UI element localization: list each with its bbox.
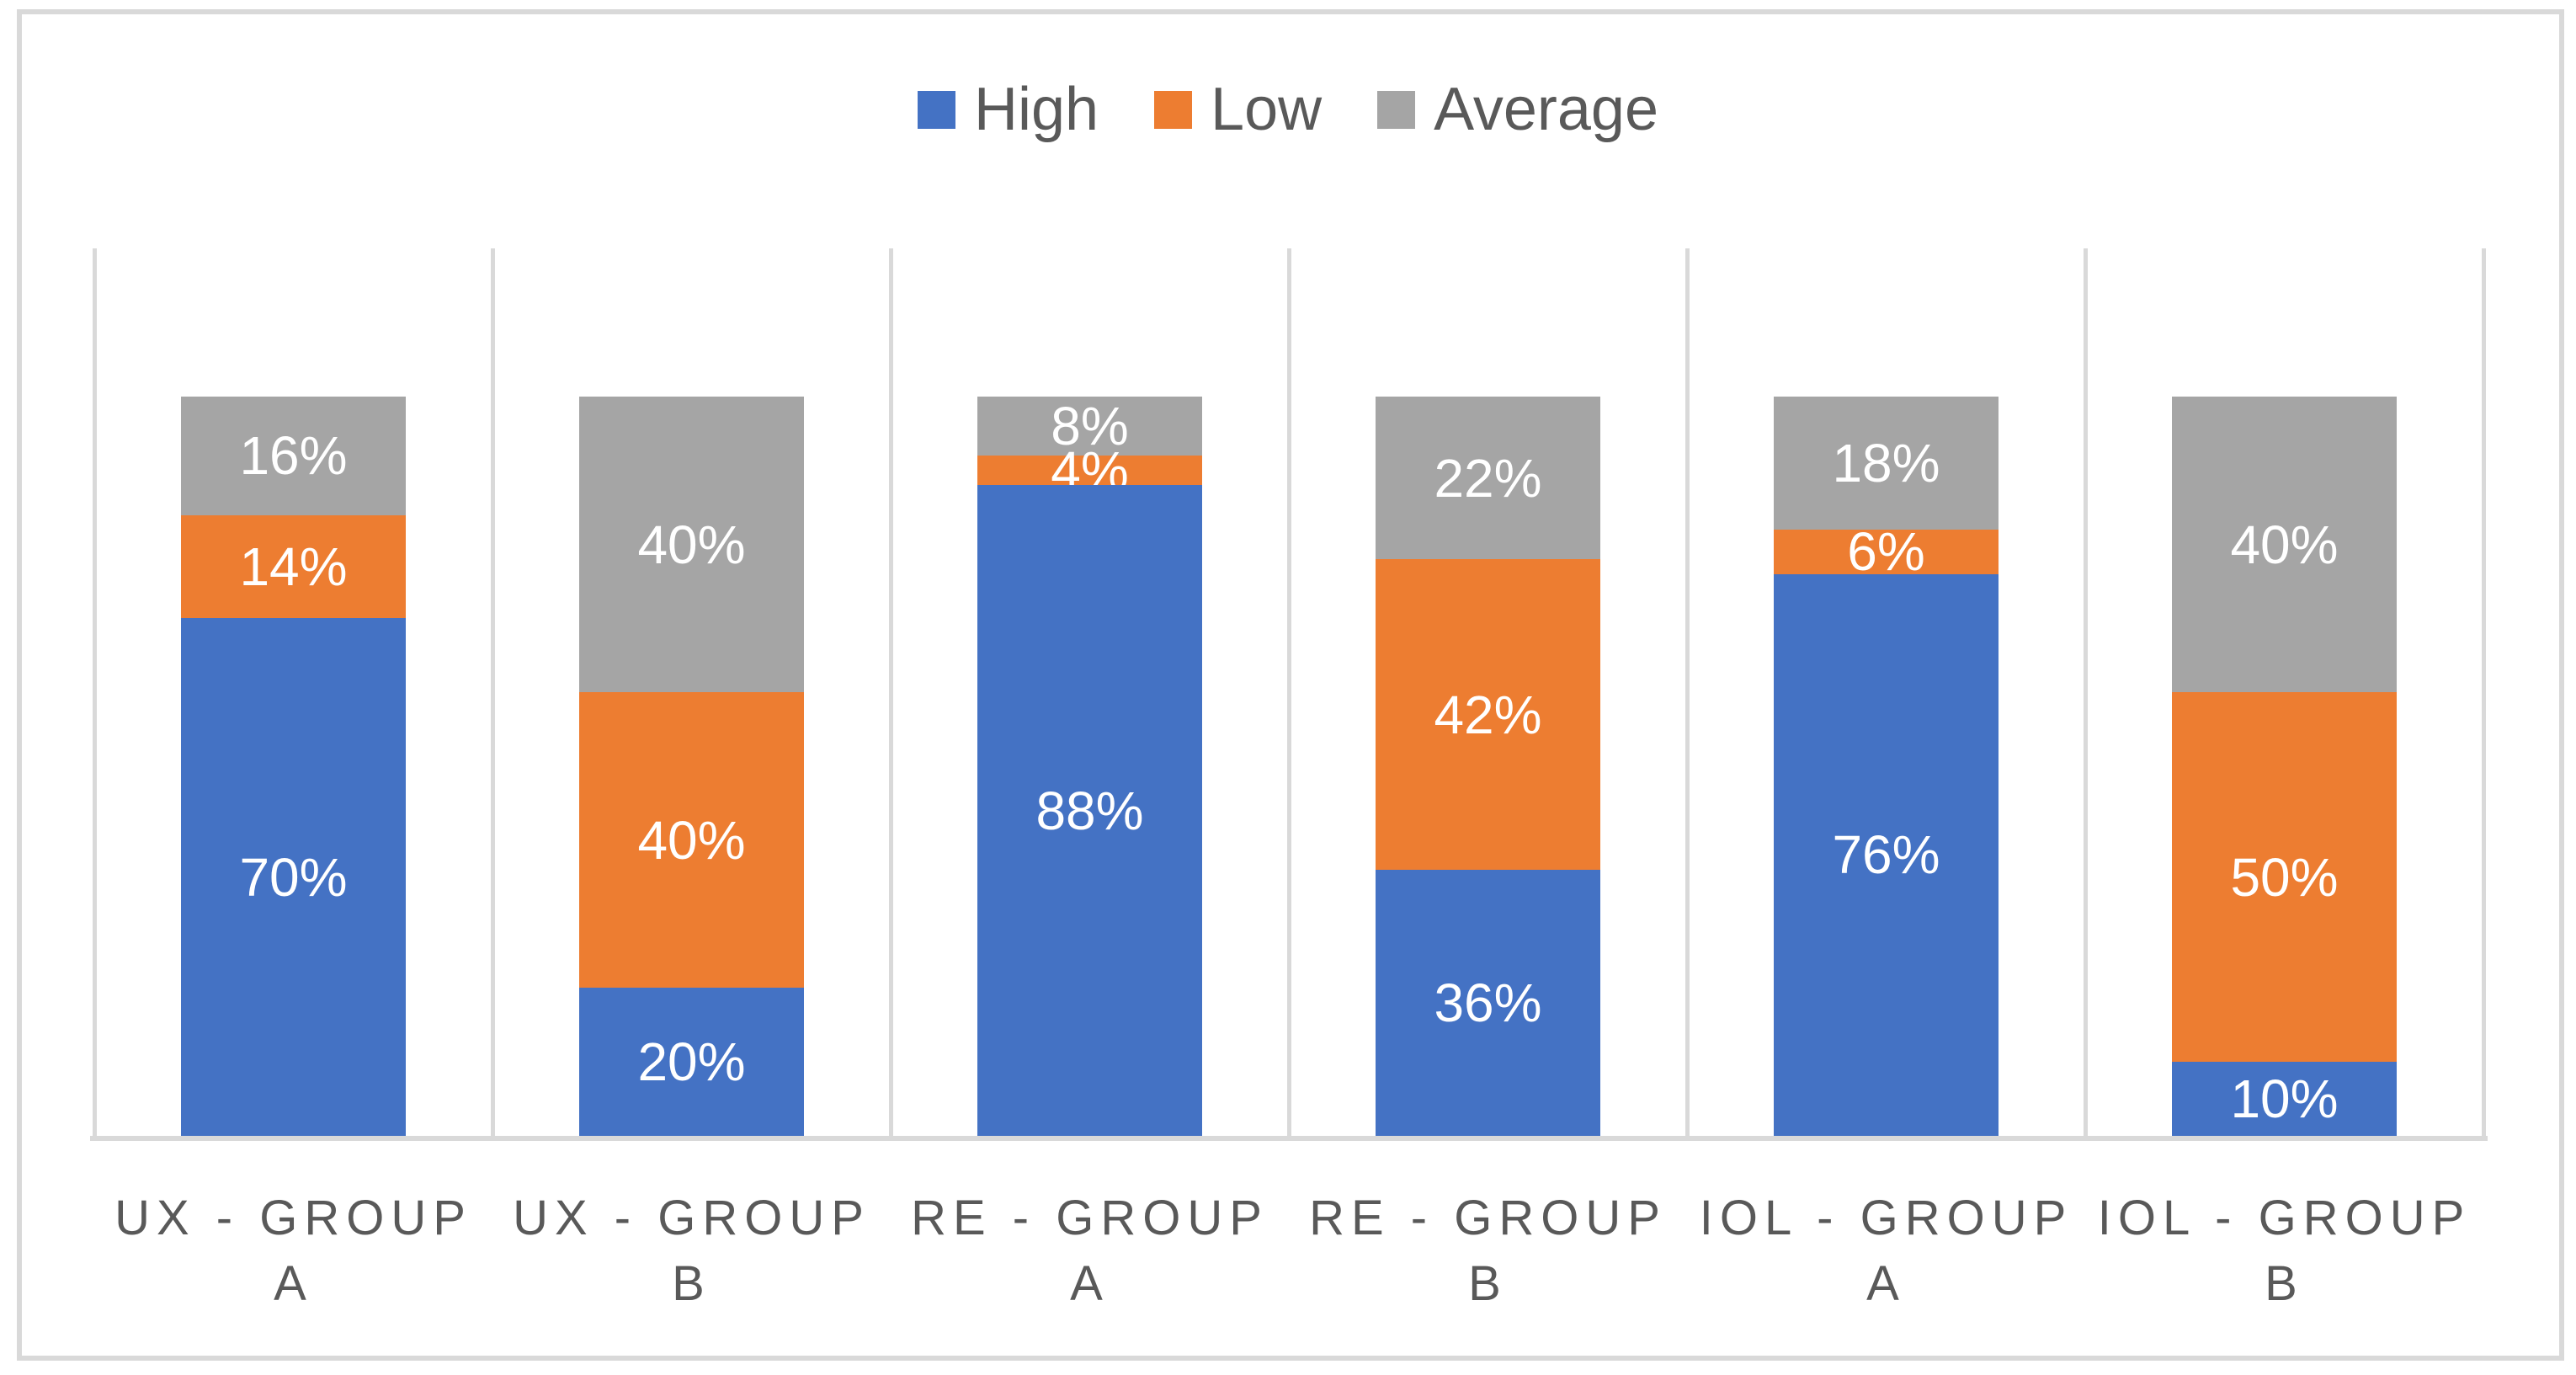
bar-group-4: 22% 42% 36%: [1376, 397, 1600, 1136]
bar-segment-high: 76%: [1774, 573, 1999, 1136]
bar-segment-average: 40%: [579, 397, 804, 693]
category-label-line2: B: [1468, 1256, 1508, 1311]
vertical-gridline: [889, 248, 893, 1136]
category-axis-line: [90, 1136, 2488, 1141]
legend-label: High: [973, 76, 1099, 143]
bar-segment-average: 22%: [1376, 397, 1600, 560]
category-label-line1: IOL - GROUP: [2097, 1191, 2472, 1245]
vertical-gridline: [2084, 248, 2088, 1136]
bar-segment-average: 40%: [2172, 397, 2397, 693]
chart-border: [17, 9, 2564, 1361]
category-label-line2: B: [2265, 1256, 2304, 1311]
category-label-line2: A: [274, 1256, 313, 1311]
category-label-5: IOL - GROUP A: [1687, 1186, 2085, 1317]
category-label-line2: A: [1866, 1256, 1906, 1311]
bar-group-2: 40% 40% 20%: [579, 397, 804, 1136]
legend-label: Average: [1434, 76, 1659, 143]
bar-segment-low: 42%: [1376, 559, 1600, 870]
data-label: 36%: [1434, 972, 1542, 1033]
bar-segment-high: 36%: [1376, 869, 1600, 1136]
bar-segment-high: 70%: [181, 618, 406, 1136]
bar-segment-average: 16%: [181, 397, 406, 515]
data-label: 18%: [1832, 433, 1940, 493]
legend: High Low Average: [0, 79, 2576, 140]
data-label: 40%: [637, 809, 746, 871]
bar-group-6: 40% 50% 10%: [2172, 397, 2397, 1136]
category-label-3: RE - GROUP A: [891, 1186, 1289, 1317]
category-label-line1: UX - GROUP: [513, 1191, 870, 1245]
bar-segment-low: 14%: [181, 514, 406, 619]
category-label-6: IOL - GROUP B: [2085, 1186, 2483, 1317]
legend-swatch-low: [1154, 90, 1193, 129]
data-label: 6%: [1847, 521, 1925, 583]
legend-item-high: High: [917, 76, 1099, 143]
data-label: 50%: [2230, 846, 2339, 908]
vertical-gridline: [1685, 248, 1690, 1136]
vertical-gridline: [491, 248, 495, 1136]
vertical-gridline: [1287, 248, 1291, 1136]
data-label: 88%: [1035, 780, 1144, 841]
category-label-line2: A: [1070, 1256, 1110, 1311]
category-label-line1: IOL - GROUP: [1699, 1191, 2073, 1245]
bar-segment-low: 40%: [579, 692, 804, 989]
data-label: 70%: [239, 846, 348, 908]
bar-segment-high: 20%: [579, 988, 804, 1136]
vertical-gridline: [2482, 248, 2486, 1136]
bar-segment-low: 6%: [1774, 525, 1999, 578]
legend-item-average: Average: [1377, 79, 1658, 140]
bar-group-5: 18% 6% 76%: [1774, 397, 1999, 1136]
legend-swatch-high: [917, 90, 955, 129]
bar-segment-high: 88%: [977, 485, 1202, 1136]
vertical-gridline: [93, 248, 97, 1136]
data-label: 20%: [637, 1031, 746, 1093]
data-label: 8%: [1051, 396, 1129, 457]
data-label: 10%: [2230, 1069, 2339, 1130]
data-label: 14%: [239, 536, 348, 597]
category-label-4: RE - GROUP B: [1289, 1186, 1687, 1317]
data-label: 40%: [637, 514, 746, 575]
category-label-1: UX - GROUP A: [94, 1186, 492, 1317]
bar-segment-low: 50%: [2172, 692, 2397, 1063]
legend-item-low: Low: [1154, 79, 1322, 140]
bar-group-3: 8% 4% 88%: [977, 397, 1202, 1136]
bar-group-1: 16% 14% 70%: [181, 397, 406, 1136]
data-label: 42%: [1434, 684, 1542, 745]
category-label-line1: RE - GROUP: [911, 1191, 1269, 1245]
category-label-line1: UX - GROUP: [114, 1191, 472, 1245]
legend-label: Low: [1211, 76, 1323, 143]
category-label-2: UX - GROUP B: [492, 1186, 891, 1317]
plot-area: 16% 14% 70% 40% 40% 20% 8% 4% 88% 22% 42% 36% 18% 6% 7…: [93, 248, 2486, 1136]
data-label: 16%: [239, 425, 348, 487]
bar-segment-high: 10%: [2172, 1062, 2397, 1136]
category-label-line2: B: [672, 1256, 711, 1311]
data-label: 22%: [1434, 447, 1542, 509]
bar-segment-average: 18%: [1774, 397, 1999, 530]
bar-segment-low: 4%: [977, 444, 1202, 498]
legend-swatch-average: [1377, 90, 1416, 129]
data-label: 76%: [1832, 824, 1940, 886]
category-label-line1: RE - GROUP: [1309, 1191, 1667, 1245]
bar-segment-average: 8%: [977, 397, 1202, 456]
data-label: 40%: [2230, 514, 2339, 575]
